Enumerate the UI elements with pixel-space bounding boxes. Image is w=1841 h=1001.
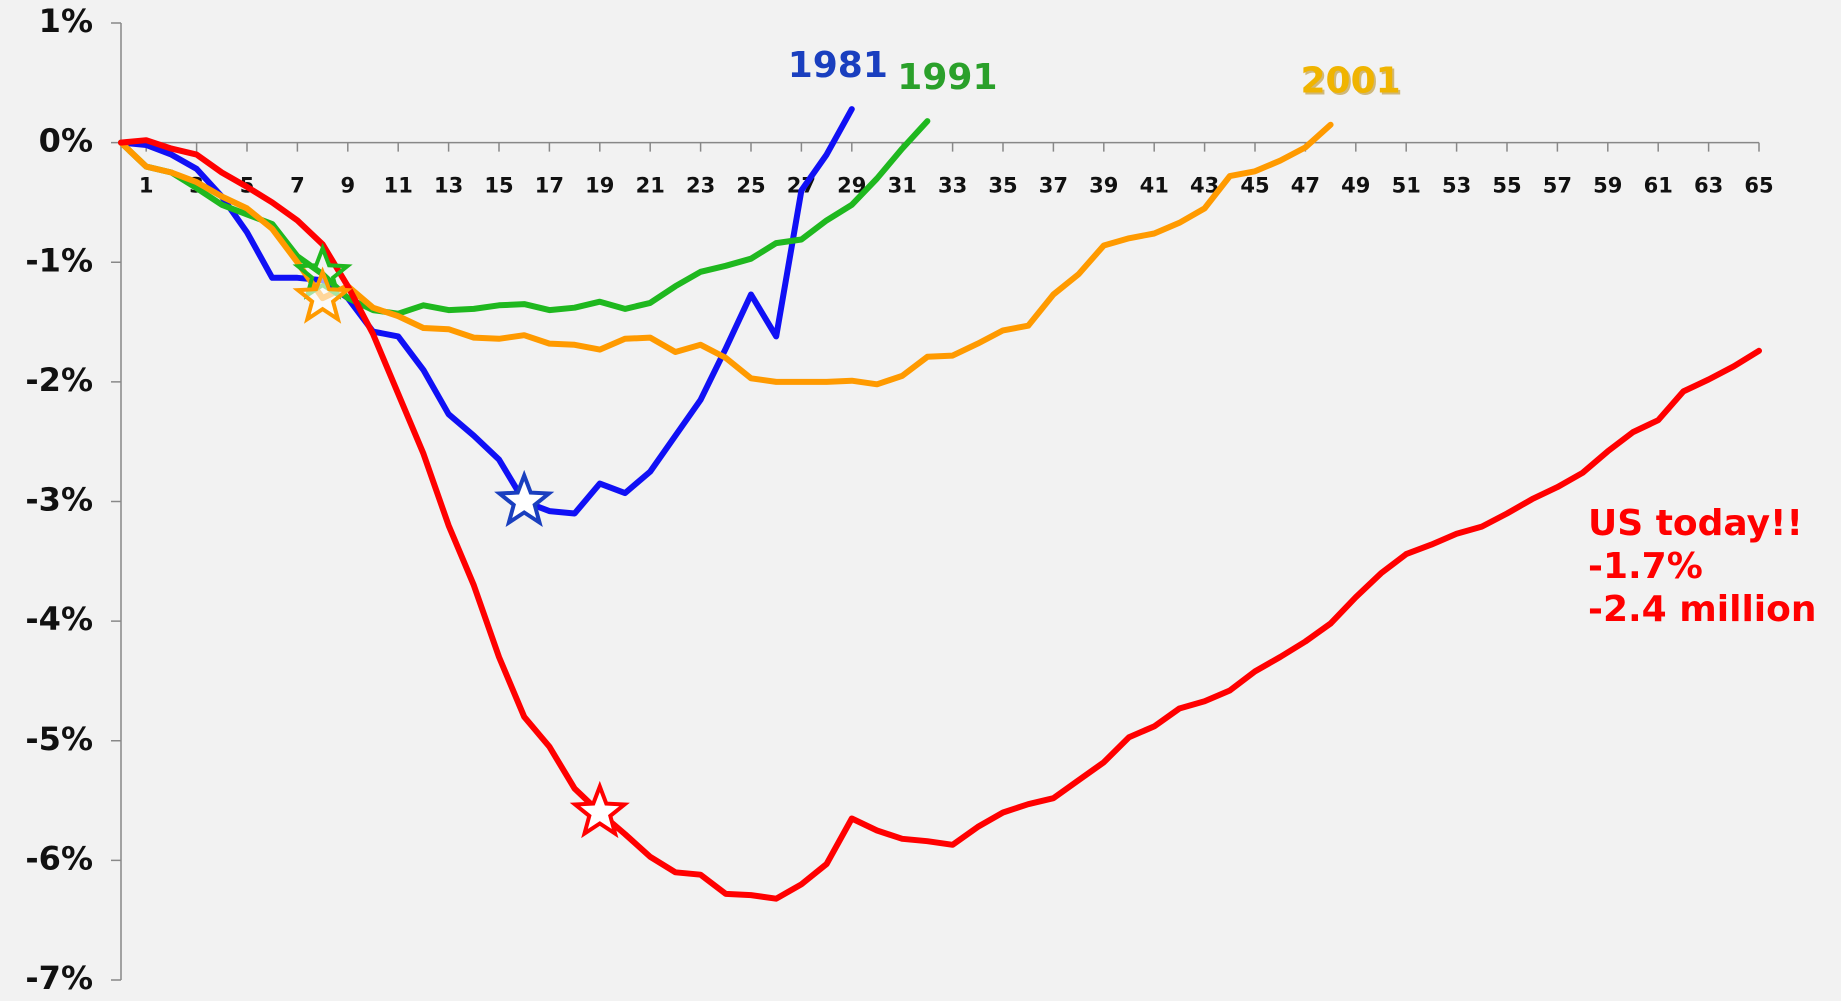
highlight-star	[569, 780, 630, 839]
y-tick-label: -5%	[25, 720, 93, 758]
y-tick-label: 0%	[39, 122, 93, 160]
x-tick-label: 7	[290, 174, 305, 198]
x-tick-label: 31	[888, 174, 917, 198]
x-tick-label: 11	[384, 174, 413, 198]
x-tick-label: 53	[1442, 174, 1471, 198]
x-tick-label: 63	[1694, 174, 1723, 198]
x-tick-label: 45	[1240, 174, 1269, 198]
y-tick-label: -2%	[25, 361, 93, 399]
x-tick-label: 39	[1089, 174, 1118, 198]
x-tick-label: 65	[1744, 174, 1773, 198]
y-tick-label: -7%	[25, 959, 93, 997]
x-tick-label: 1	[139, 174, 154, 198]
x-tick-label: 23	[686, 174, 715, 198]
x-tick-label: 47	[1291, 174, 1320, 198]
x-tick-label: 19	[585, 174, 614, 198]
x-tick-label: 9	[340, 174, 355, 198]
x-tick-label: 21	[636, 174, 665, 198]
series-label-shadow: 2001	[1302, 63, 1402, 104]
series-line	[118, 106, 855, 517]
x-tick-label: 35	[988, 174, 1017, 198]
annotation: -1.7%	[1588, 546, 1703, 587]
highlight-star	[494, 469, 555, 528]
series-label: 1991	[897, 57, 997, 98]
annotation: US today!!	[1588, 503, 1803, 544]
x-tick-label: 55	[1492, 174, 1521, 198]
series-line	[118, 118, 931, 317]
series-line	[118, 137, 1762, 902]
x-tick-label: 37	[1039, 174, 1068, 198]
series-label: 2001	[1300, 61, 1400, 102]
y-tick-label: -1%	[25, 241, 93, 279]
y-tick-label: -6%	[25, 839, 93, 877]
y-tick-label: -4%	[25, 600, 93, 638]
highlight-star	[292, 266, 353, 324]
y-tick-label: -3%	[25, 481, 93, 519]
x-tick-label: 51	[1392, 174, 1421, 198]
x-tick-label: 13	[434, 174, 463, 198]
annotation: -2.4 million	[1588, 589, 1816, 630]
x-tick-label: 61	[1644, 174, 1673, 198]
y-tick-label: 1%	[39, 2, 93, 40]
x-tick-label: 33	[938, 174, 967, 198]
x-tick-label: 59	[1593, 174, 1622, 198]
series-label: 1981	[788, 45, 888, 86]
x-tick-label: 17	[535, 174, 564, 198]
x-tick-label: 49	[1341, 174, 1370, 198]
x-tick-label: 57	[1543, 174, 1572, 198]
x-tick-label: 25	[736, 174, 765, 198]
x-tick-label: 15	[484, 174, 513, 198]
x-tick-label: 41	[1140, 174, 1169, 198]
